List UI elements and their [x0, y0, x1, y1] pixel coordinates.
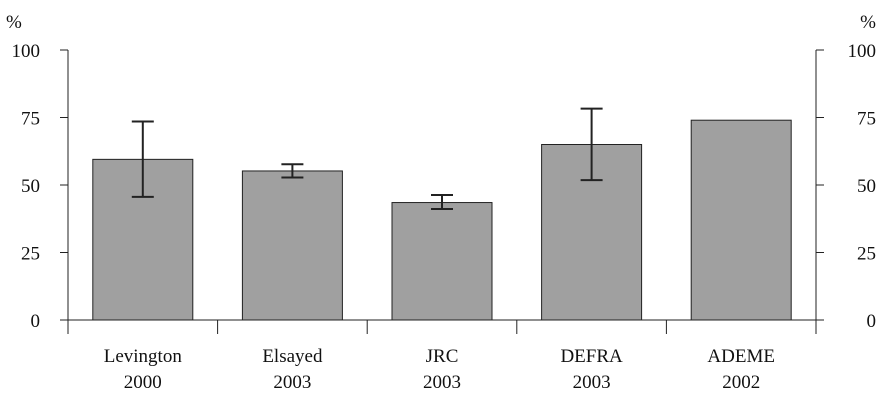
error-bar-defra	[580, 107, 603, 182]
y-axis-unit-right: %	[860, 12, 876, 33]
y-ticks-right: 0 25 50 75 100	[816, 41, 876, 332]
x-category-label-line1: JRC	[426, 346, 459, 367]
y-tick-label-right: 100	[848, 41, 877, 62]
y-tick-label-right: 0	[867, 311, 877, 332]
error-bar-jrc	[431, 193, 453, 211]
y-ticks-left: 0 25 50 75 100	[12, 41, 68, 332]
x-category-label-line2: 2003	[273, 372, 311, 393]
error-bar-elsayed	[281, 163, 304, 179]
y-tick-label-left: 25	[21, 244, 40, 265]
x-category-label-line1: Elsayed	[262, 346, 323, 367]
x-category-label-line2: 2000	[124, 372, 162, 393]
y-tick-label-right: 50	[857, 176, 876, 197]
error-bars	[131, 107, 603, 211]
y-tick-label-left: 75	[21, 109, 40, 130]
bars	[92, 119, 792, 321]
x-category-label-line1: Levington	[104, 346, 183, 367]
x-category-label-line2: 2003	[423, 372, 461, 393]
x-category-label-line1: ADEME	[707, 346, 775, 367]
y-tick-label-right: 25	[857, 244, 876, 265]
x-category-label-line2: 2002	[722, 372, 760, 393]
y-tick-label-left: 100	[12, 41, 41, 62]
x-category-labels: Levington 2000 Elsayed 2003 JRC 2003 DEFRA 2003…	[104, 346, 775, 393]
error-bar-levington	[131, 120, 154, 198]
bar-ademe	[690, 119, 792, 321]
y-tick-label-left: 50	[21, 176, 40, 197]
x-category-label-line1: DEFRA	[560, 346, 623, 367]
y-tick-label-right: 75	[857, 109, 876, 130]
bar-jrc	[391, 202, 493, 321]
y-axis-unit-left: %	[6, 12, 22, 33]
x-category-label-line2: 2003	[573, 372, 611, 393]
y-tick-label-left: 0	[31, 311, 41, 332]
bar-elsayed	[241, 170, 343, 321]
